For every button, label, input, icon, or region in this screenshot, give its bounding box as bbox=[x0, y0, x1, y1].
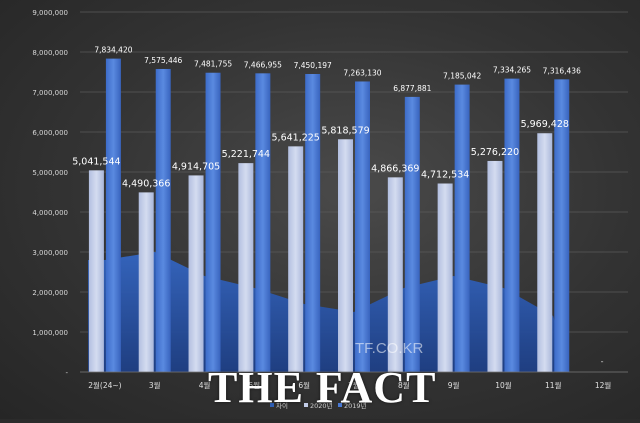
data-label-2019: 7,316,436 bbox=[543, 66, 581, 75]
x-tick-label: 2월(24~) bbox=[88, 380, 121, 390]
x-axis: 2월(24~) 3월 4월 5월 6월 7월 8월 9월 10월 11월 12월 bbox=[80, 371, 628, 390]
x-tick-label: 7월 bbox=[348, 380, 360, 390]
bar-2019 bbox=[404, 96, 420, 372]
legend-label: 2019년 bbox=[344, 401, 367, 410]
data-label-2019: 7,466,955 bbox=[244, 60, 282, 69]
y-tick-label: 4,000,000 bbox=[32, 209, 68, 217]
data-label-2019: 7,575,446 bbox=[144, 56, 182, 65]
bar-2019 bbox=[355, 81, 370, 373]
legend: 차이 2020년 2019년 bbox=[270, 401, 367, 410]
data-label-2019: 7,263,130 bbox=[343, 68, 381, 77]
bar-2020 bbox=[537, 133, 553, 372]
data-label-2019: 7,334,265 bbox=[493, 66, 531, 75]
data-label-2019: 7,834,420 bbox=[94, 46, 132, 55]
data-label-2020: 4,490,366 bbox=[122, 178, 170, 189]
bar-2020 bbox=[88, 170, 104, 372]
data-label-2020: 5,276,220 bbox=[471, 147, 519, 158]
data-label-2020: 5,969,428 bbox=[521, 119, 569, 130]
y-tick-label: 8,000,000 bbox=[32, 49, 68, 57]
watermark-logo: THE FACT bbox=[208, 363, 437, 412]
data-label-2020: 5,041,544 bbox=[72, 156, 120, 167]
x-tick-label: 6월 bbox=[298, 380, 310, 390]
bar-series bbox=[88, 58, 570, 373]
y-tick-label: 5,000,000 bbox=[32, 169, 68, 177]
data-labels: 5,041,544 7,834,420 4,490,366 7,575,446 4,91… bbox=[72, 46, 603, 366]
data-label-2020: 4,914,705 bbox=[172, 161, 220, 172]
legend-swatch bbox=[270, 403, 274, 407]
y-tick-label: 7,000,000 bbox=[32, 89, 68, 97]
x-tick-label: 9월 bbox=[448, 380, 460, 390]
legend-swatch bbox=[338, 403, 342, 407]
legend-label: 차이 bbox=[276, 401, 288, 410]
data-label-2020: 4,712,534 bbox=[421, 169, 469, 180]
bar-2019 bbox=[305, 73, 321, 372]
data-label-2019: 7,481,755 bbox=[194, 60, 232, 69]
x-tick-label: 3월 bbox=[149, 380, 161, 390]
data-label-2020: 5,221,744 bbox=[222, 149, 270, 160]
bar-2020 bbox=[288, 146, 304, 372]
bar-2019 bbox=[554, 79, 570, 372]
data-label-2019: 7,450,197 bbox=[294, 61, 332, 70]
bar-2020 bbox=[437, 183, 453, 372]
bar-2019 bbox=[504, 78, 520, 373]
legend-label: 2020년 bbox=[310, 401, 333, 410]
bar-2020 bbox=[487, 160, 503, 372]
y-tick-label: 6,000,000 bbox=[32, 129, 68, 137]
y-tick-label: 3,000,000 bbox=[32, 249, 68, 257]
y-tick-label: 9,000,000 bbox=[32, 9, 68, 17]
bar-2019 bbox=[205, 72, 221, 372]
bar-2019 bbox=[155, 68, 171, 372]
x-tick-label: 12월 bbox=[595, 380, 612, 390]
data-label-2020: 4,866,369 bbox=[371, 163, 419, 174]
bar-2020 bbox=[188, 175, 204, 372]
x-tick-label: 11월 bbox=[545, 380, 562, 390]
x-tick-label: 5월 bbox=[249, 380, 261, 390]
watermark-url: TF.CO.KR bbox=[355, 340, 424, 357]
bar-2020 bbox=[338, 139, 353, 372]
legend-swatch bbox=[304, 403, 308, 407]
x-tick-label: 10월 bbox=[495, 380, 512, 390]
data-label-2020: 5,818,579 bbox=[321, 125, 369, 136]
bar-2019 bbox=[454, 84, 470, 372]
data-label-empty: - bbox=[601, 357, 604, 366]
y-tick-label: - bbox=[65, 369, 68, 377]
x-tick-label: 8월 bbox=[398, 380, 410, 390]
bar-2019 bbox=[105, 58, 121, 372]
y-tick-label: 2,000,000 bbox=[32, 289, 68, 297]
bar-2019 bbox=[255, 73, 271, 372]
x-tick-label: 4월 bbox=[199, 380, 211, 390]
data-label-2019: 7,185,042 bbox=[443, 72, 481, 81]
bar-2020 bbox=[387, 177, 403, 372]
data-label-2019: 6,877,881 bbox=[393, 84, 431, 93]
data-label-2020: 5,641,225 bbox=[272, 132, 320, 143]
bar-2020 bbox=[138, 192, 154, 372]
y-axis: - 1,000,000 2,000,000 3,000,000 4,000,000 5,0… bbox=[32, 9, 68, 377]
bar-2020 bbox=[238, 163, 254, 372]
y-tick-label: 1,000,000 bbox=[32, 329, 68, 337]
